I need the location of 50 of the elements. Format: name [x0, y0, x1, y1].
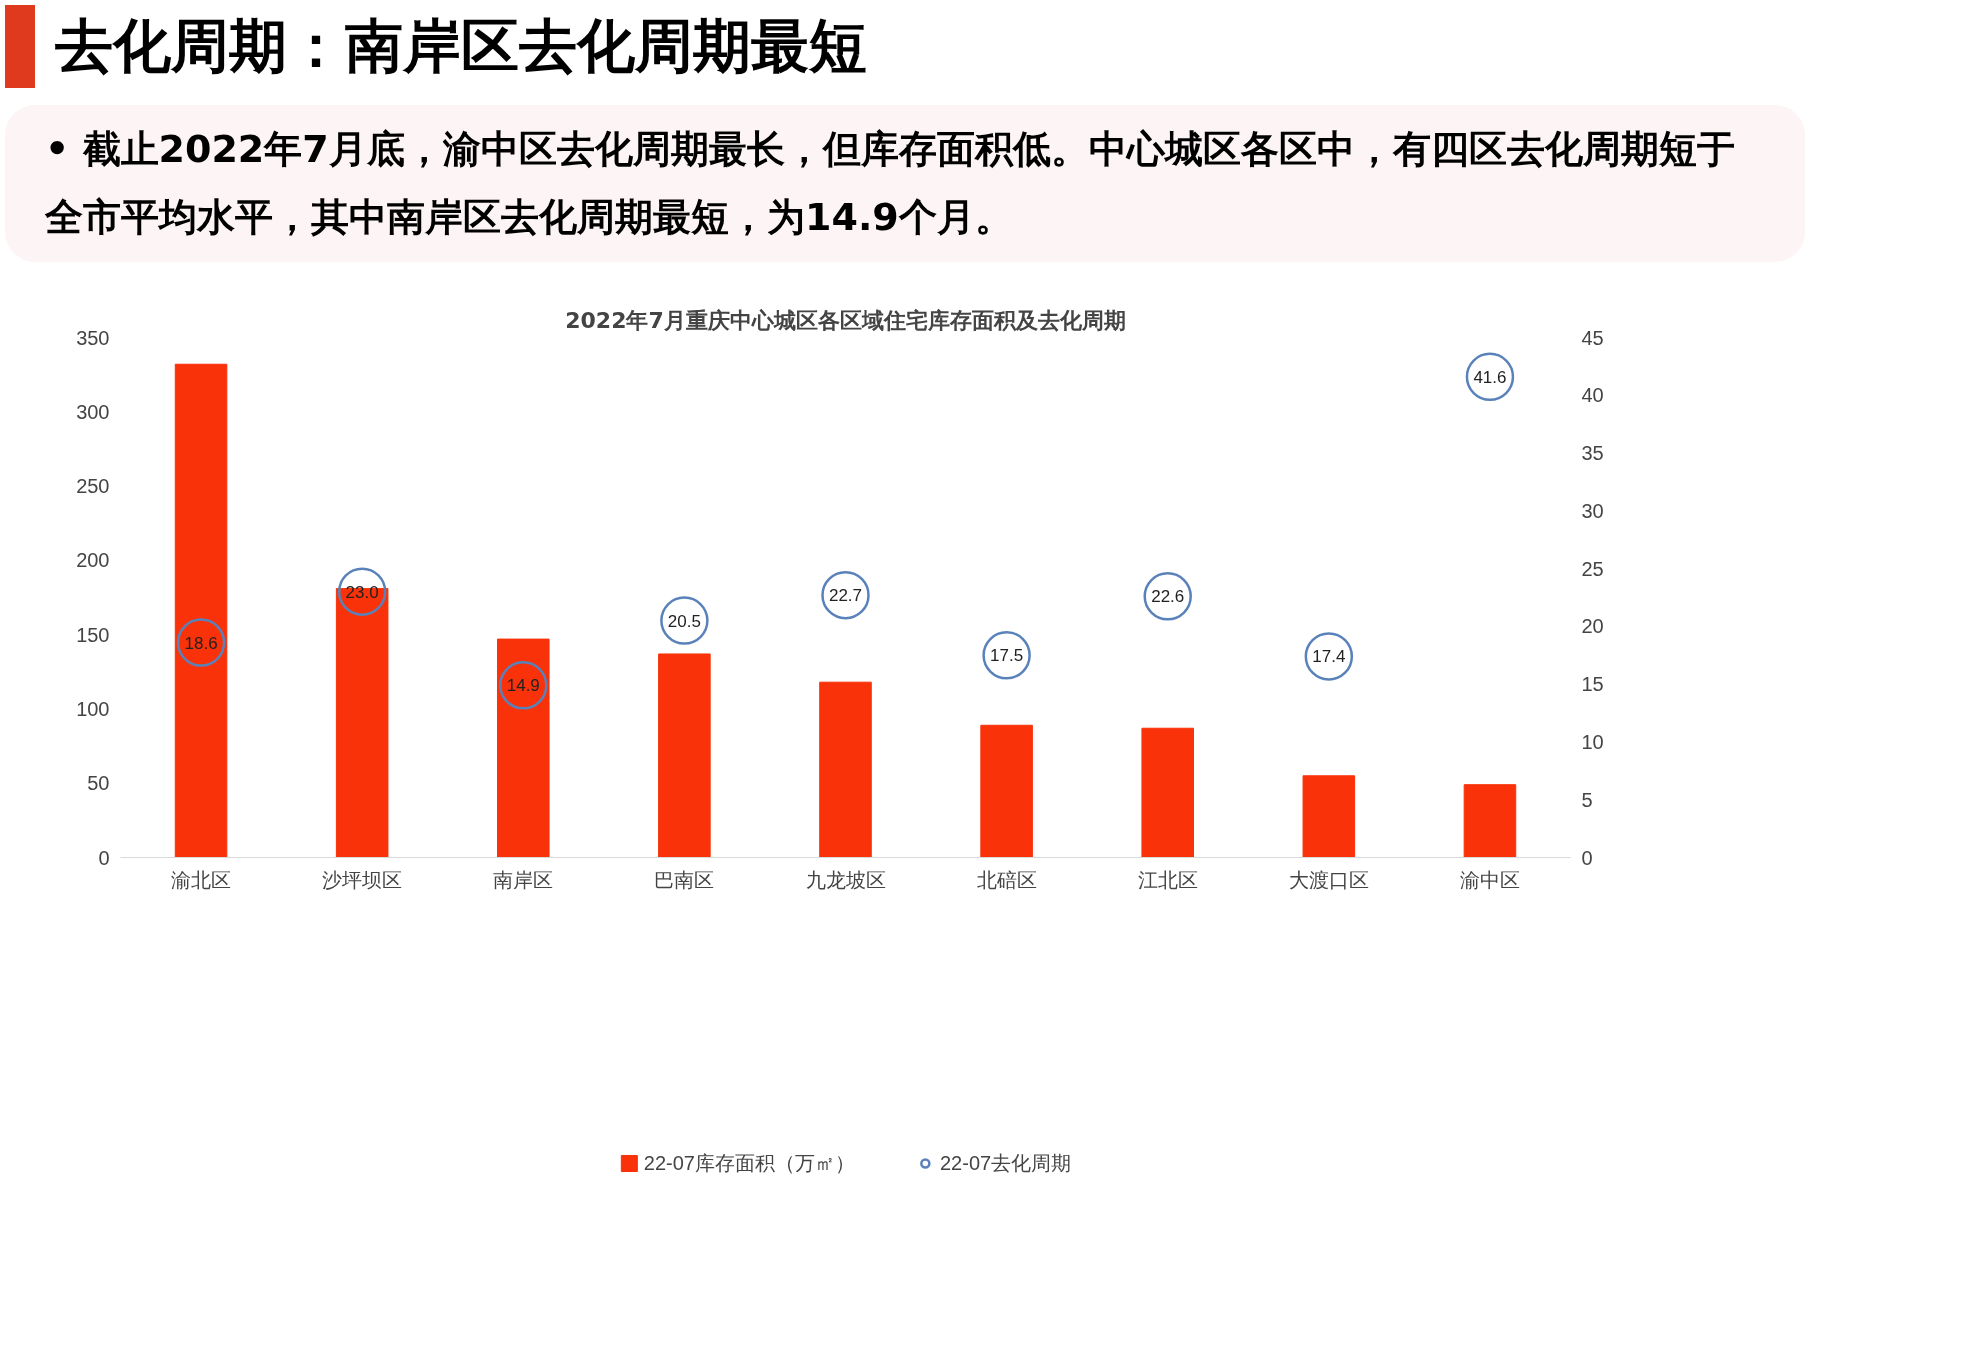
bar — [174, 363, 228, 858]
bar — [1463, 784, 1517, 858]
bar — [1141, 727, 1194, 858]
x-tick-label: 巴南区 — [654, 868, 715, 891]
y-tick-label: 100 — [76, 697, 110, 720]
bar — [1302, 775, 1356, 858]
y2-tick-label: 0 — [1581, 846, 1593, 869]
y2-tick-label: 25 — [1581, 557, 1604, 580]
bar — [497, 638, 550, 858]
y2-tick-label: 20 — [1581, 615, 1604, 638]
text: • 截止2022年7月底，渝中区去化周期最长，但库存面积低。中心城区各区中，有四区去化周期短于全市平均水平，其中南岸区去化周期最短，为14.9个月。 — [5, 105, 1805, 262]
y2-tick-label: 30 — [1581, 499, 1604, 522]
y2-tick-label: 5 — [1581, 788, 1593, 811]
y-tick-label: 50 — [87, 772, 110, 795]
y-tick-label: 200 — [76, 549, 110, 572]
y2-tick-label: 40 — [1581, 384, 1604, 407]
y-tick-label: 350 — [76, 326, 110, 349]
y-tick-label: 0 — [98, 846, 110, 869]
x-tick-label: 北碚区 — [976, 868, 1037, 891]
bar — [980, 724, 1033, 858]
text: 去化周期：南岸区去化周期最短 — [5, 5, 867, 88]
data-label: 22.7 — [828, 586, 863, 606]
chart-title: 2022年7月重庆中心城区各区域住宅库存面积及去化周期 — [565, 307, 1126, 333]
data-label: 20.5 — [667, 611, 701, 631]
x-tick-label: 江北区 — [1137, 868, 1198, 891]
y2-tick-label: 35 — [1581, 442, 1604, 465]
data-label: 17.4 — [1312, 647, 1346, 667]
y2-tick-label: 10 — [1581, 730, 1604, 753]
x-tick-label: 九龙坡区 — [805, 868, 886, 891]
x-tick-label: 渝北区 — [171, 868, 232, 891]
x-tick-label: 渝中区 — [1459, 868, 1520, 891]
x-tick-label: 大渡口区 — [1288, 868, 1369, 891]
y2-tick-label: 15 — [1581, 673, 1604, 696]
y-tick-label: 250 — [76, 475, 110, 498]
data-label: 22.6 — [1151, 587, 1185, 607]
legend-label: 22-07去化周期 — [940, 1150, 1072, 1176]
data-label: 23.0 — [345, 582, 379, 602]
y-tick-label: 150 — [76, 623, 110, 646]
bar — [819, 681, 872, 858]
data-label: 18.6 — [184, 633, 218, 653]
bar — [335, 588, 389, 858]
y-tick-label: 300 — [76, 400, 110, 423]
data-label: 17.5 — [990, 646, 1024, 666]
x-tick-label: 沙坪坝区 — [322, 868, 403, 891]
bar — [658, 653, 711, 858]
x-tick-label: 南岸区 — [493, 868, 554, 891]
legend-label: 22-07库存面积（万㎡） — [643, 1150, 855, 1176]
data-label: 41.6 — [1473, 367, 1507, 387]
y2-tick-label: 45 — [1581, 326, 1604, 349]
data-label: 14.9 — [506, 676, 540, 696]
